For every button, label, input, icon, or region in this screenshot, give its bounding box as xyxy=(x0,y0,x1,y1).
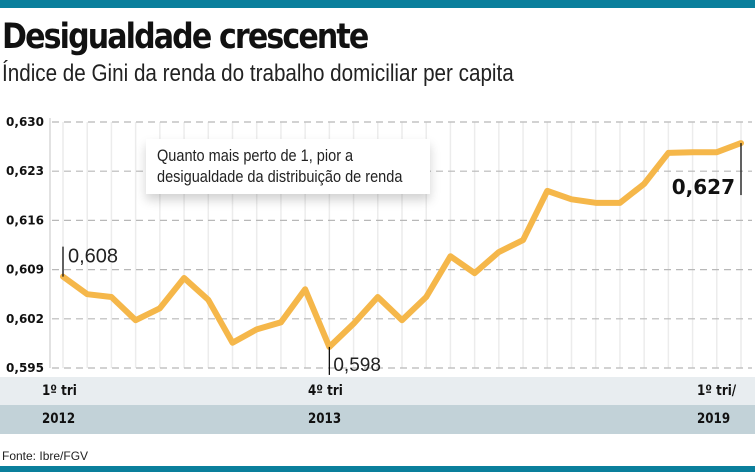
y-tick-label: 0,609 xyxy=(6,263,44,277)
note-line-1: Quanto mais perto de 1, pior a xyxy=(157,147,354,165)
x-year-label: 2013 xyxy=(308,411,342,427)
data-point xyxy=(641,181,647,187)
annotation-start-value: 0,608 xyxy=(68,246,118,268)
data-point xyxy=(714,149,720,155)
chart-subtitle: Índice de Gini da renda do trabalho domi… xyxy=(2,60,514,87)
data-point xyxy=(254,326,260,332)
data-point xyxy=(157,305,163,311)
y-tick-label: 0,595 xyxy=(6,361,44,375)
data-point xyxy=(84,291,90,297)
note-line-2: desigualdade da distribuição de renda xyxy=(157,168,403,186)
y-axis-ticks: 0,630 0,623 0,616 0,609 0,602 0,595 xyxy=(6,115,44,375)
annotation-min-value: 0,598 xyxy=(333,355,381,376)
annotation-note-box: Quanto mais perto de 1, pior a desiguald… xyxy=(146,139,430,194)
annotation-end-value: 0,627 xyxy=(672,175,735,199)
y-tick-label: 0,602 xyxy=(6,312,44,326)
data-point xyxy=(133,317,139,323)
data-point xyxy=(375,294,381,300)
data-point xyxy=(302,286,308,292)
data-point xyxy=(544,188,550,194)
y-tick-label: 0,630 xyxy=(6,115,44,129)
data-point xyxy=(423,294,429,300)
data-point xyxy=(520,237,526,243)
data-point xyxy=(617,200,623,206)
x-year-label: 2019 xyxy=(697,411,731,427)
data-point xyxy=(230,340,235,346)
bottom-brand-bar xyxy=(0,466,755,472)
y-tick-label: 0,616 xyxy=(6,213,44,227)
data-point xyxy=(472,270,478,276)
data-point xyxy=(690,149,696,155)
data-point xyxy=(569,196,574,202)
data-point xyxy=(351,321,357,327)
quarter-label-band xyxy=(0,377,755,405)
data-point xyxy=(278,319,284,325)
data-point xyxy=(665,150,671,156)
chart-title: Desigualdade crescente xyxy=(2,17,369,57)
data-point xyxy=(593,200,599,206)
top-brand-bar xyxy=(0,0,755,8)
x-quarter-label: 1º tri/ xyxy=(697,383,737,399)
x-quarter-label: 1º tri xyxy=(42,383,77,399)
data-point xyxy=(205,297,211,303)
data-point xyxy=(496,249,502,255)
x-quarter-label: 4º tri xyxy=(308,383,344,399)
data-point xyxy=(447,253,453,259)
x-year-label: 2012 xyxy=(42,411,76,427)
source-note: Fonte: Ibre/FGV xyxy=(2,449,89,463)
data-point xyxy=(181,275,187,281)
data-point xyxy=(399,317,405,323)
year-label-band xyxy=(0,405,755,434)
y-tick-label: 0,623 xyxy=(6,164,44,178)
data-points xyxy=(60,140,744,350)
value-annotations: 0,608 0,598 0,627 xyxy=(62,143,742,376)
data-point xyxy=(108,294,114,300)
